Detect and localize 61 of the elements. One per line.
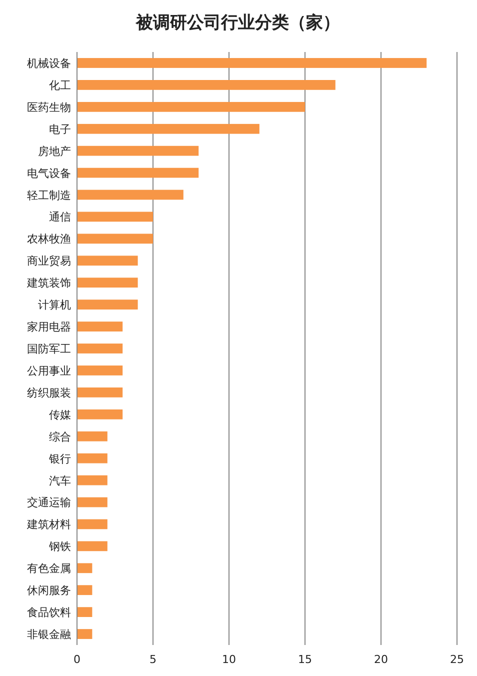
y-tick-label: 食品饮料 xyxy=(27,606,71,620)
bar xyxy=(77,629,92,639)
x-tick-label: 20 xyxy=(374,653,388,666)
bar xyxy=(77,146,199,156)
y-tick-label: 房地产 xyxy=(38,144,71,158)
x-tick-label: 15 xyxy=(298,653,312,666)
bar xyxy=(77,475,108,486)
y-tick-label: 公用事业 xyxy=(27,364,71,378)
y-tick-label: 休闲服务 xyxy=(27,584,71,598)
bar xyxy=(77,585,92,596)
bar xyxy=(77,344,123,354)
bar xyxy=(77,366,123,376)
y-tick-label: 传媒 xyxy=(49,408,71,422)
bar xyxy=(77,212,153,222)
y-tick-label: 商业贸易 xyxy=(27,254,71,268)
y-tick-label: 综合 xyxy=(49,430,71,444)
x-tick-label: 25 xyxy=(450,653,464,666)
y-tick-label: 建筑装饰 xyxy=(26,276,71,290)
y-tick-label: 家用电器 xyxy=(27,320,71,334)
bar xyxy=(77,409,123,420)
bar xyxy=(77,124,260,134)
y-tick-label: 电气设备 xyxy=(27,166,71,180)
y-tick-label: 有色金属 xyxy=(27,562,71,576)
bar xyxy=(77,607,92,617)
y-tick-label: 银行 xyxy=(48,452,71,466)
y-tick-label: 计算机 xyxy=(38,298,71,312)
chart-title: 被调研公司行业分类（家） xyxy=(135,13,340,33)
x-tick-label: 0 xyxy=(74,653,80,666)
bar xyxy=(77,322,123,332)
y-tick-label: 国防军工 xyxy=(27,342,71,356)
bar xyxy=(77,519,108,530)
y-tick-label: 通信 xyxy=(49,210,71,224)
y-tick-label: 农林牧渔 xyxy=(27,232,71,246)
y-tick-label: 轻工制造 xyxy=(27,188,71,202)
y-tick-label: 化工 xyxy=(49,78,71,92)
bar xyxy=(77,278,138,288)
y-tick-label: 机械设备 xyxy=(27,56,71,70)
bar xyxy=(77,453,108,464)
y-tick-label: 汽车 xyxy=(49,474,71,488)
bar xyxy=(77,190,184,200)
bar xyxy=(77,102,305,112)
bar xyxy=(77,80,336,90)
bar xyxy=(77,541,108,552)
bar xyxy=(77,58,427,68)
x-tick-label: 10 xyxy=(222,653,236,666)
bar xyxy=(77,431,108,442)
y-tick-label: 电子 xyxy=(49,122,71,136)
y-tick-label: 交通运输 xyxy=(27,496,71,510)
bar xyxy=(77,563,92,574)
bar xyxy=(77,387,123,398)
y-tick-label: 非银金融 xyxy=(27,628,71,642)
x-tick-label: 5 xyxy=(150,653,156,666)
y-tick-label: 钢铁 xyxy=(48,540,71,554)
bar xyxy=(77,256,138,266)
bar xyxy=(77,168,199,178)
y-tick-label: 建筑材料 xyxy=(26,518,71,532)
bar xyxy=(77,300,138,310)
y-tick-label: 纺织服装 xyxy=(27,386,71,400)
bar xyxy=(77,497,108,508)
y-tick-label: 医药生物 xyxy=(27,100,71,114)
bar xyxy=(77,234,153,244)
